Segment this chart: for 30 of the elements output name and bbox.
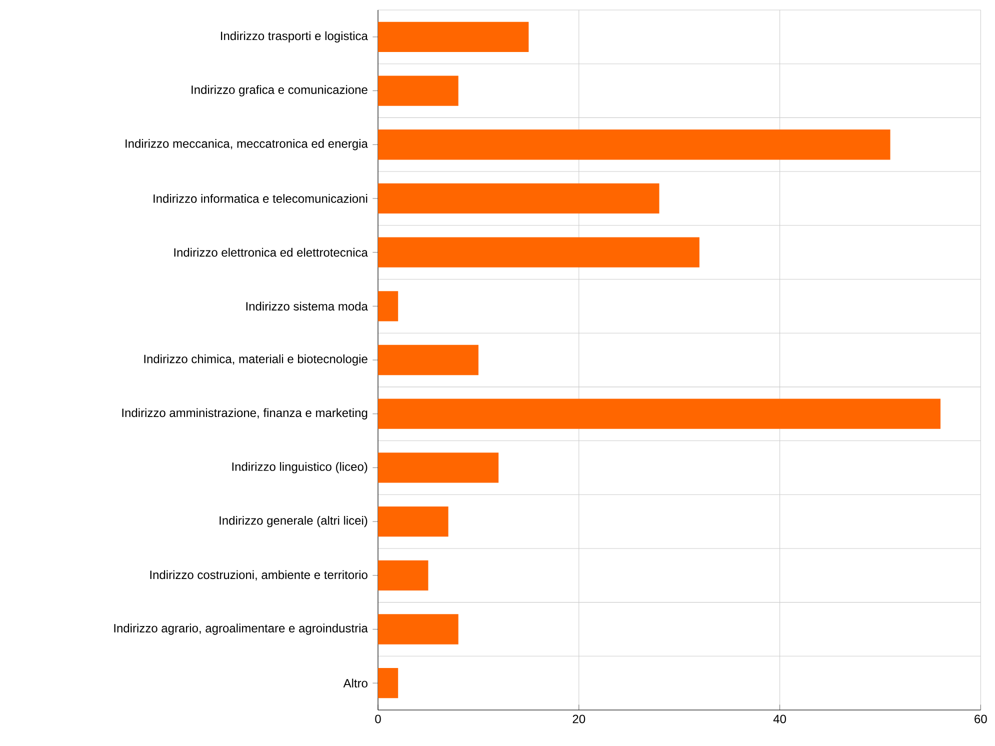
y-tick-label: Indirizzo trasporti e logistica [221, 31, 368, 43]
x-tick-label: 20 [572, 714, 586, 724]
x-tick-label: 0 [375, 714, 381, 724]
bar [378, 398, 940, 429]
y-tick-label: Indirizzo sistema moda [246, 302, 368, 311]
x-tick-label: 40 [773, 714, 786, 724]
bar [378, 344, 478, 376]
y-tick-label: Indirizzo meccanica, meccatronica ed energia [126, 139, 368, 150]
y-tick-label: Indirizzo elettronica ed elettrotecnica [174, 248, 368, 257]
bar [378, 668, 398, 698]
bar [378, 183, 660, 214]
bar [378, 237, 700, 268]
bar [378, 22, 529, 52]
bar [378, 452, 499, 483]
bar [378, 560, 428, 590]
y-tick-label: Indirizzo chimica, materiali e biotecnologie [144, 354, 368, 366]
y-tick-label: Indirizzo linguistico (liceo) [232, 462, 368, 474]
x-tick-label: 60 [974, 714, 987, 724]
bar [378, 76, 458, 106]
bar [378, 506, 448, 537]
y-tick-label: Indirizzo informatica e telecomunicazioni [154, 194, 368, 203]
y-tick-label: Indirizzo agrario, agroalimentare e agroindustria [114, 624, 368, 635]
y-tick-label: Indirizzo amministrazione, finanza e marketing [122, 408, 368, 420]
y-tick-label: Indirizzo generale (altri licei) [220, 516, 368, 528]
bar [378, 614, 458, 644]
bar [378, 130, 890, 160]
y-tick-label: Indirizzo grafica e comunicazione [192, 85, 368, 96]
bar [378, 291, 398, 322]
y-tick-label: Indirizzo costruzioni, ambiente e territorio [150, 570, 368, 580]
y-tick-label: Altro [343, 678, 368, 688]
